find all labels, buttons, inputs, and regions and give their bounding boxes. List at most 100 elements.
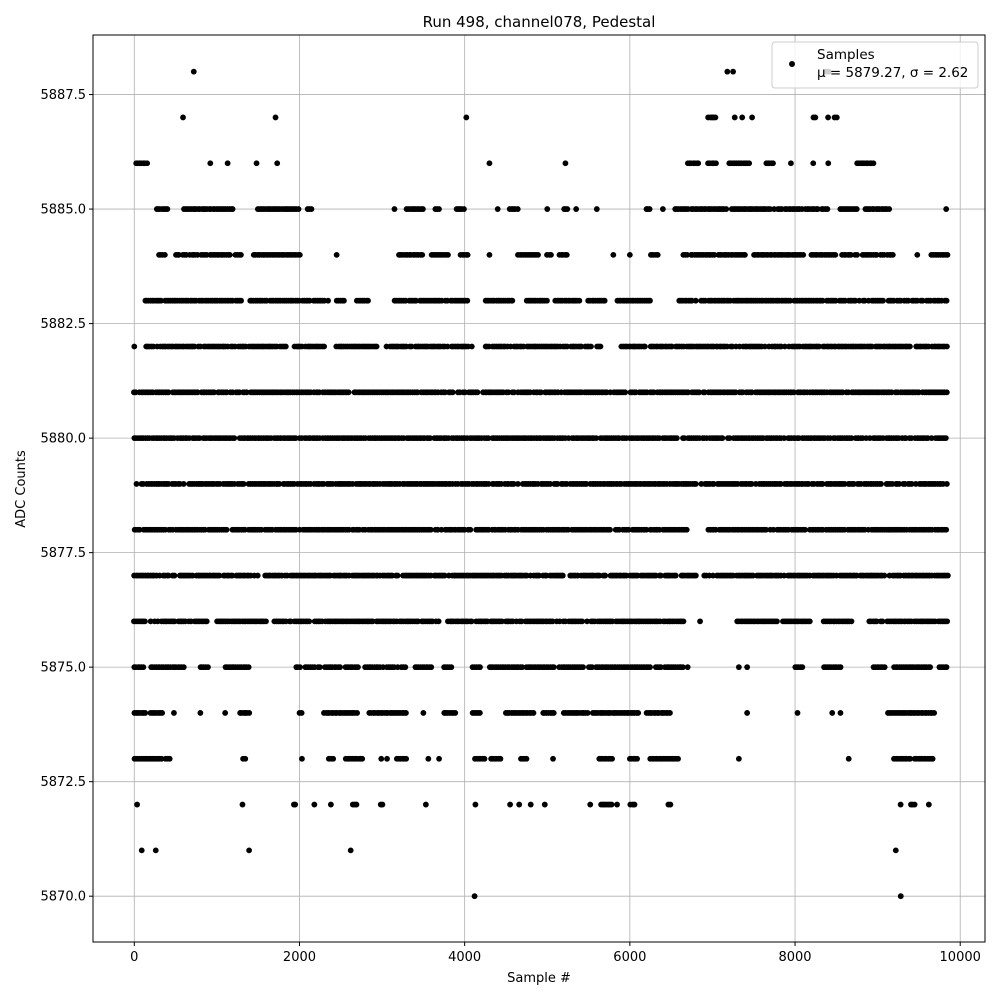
- data-point: [419, 251, 426, 258]
- data-point: [468, 343, 475, 350]
- data-point: [848, 435, 855, 442]
- x-tick-label: 2000: [283, 950, 316, 965]
- data-point: [944, 251, 951, 258]
- data-point: [609, 755, 615, 762]
- data-point: [889, 251, 896, 258]
- x-axis-label: Sample #: [507, 971, 571, 986]
- data-point: [683, 526, 690, 533]
- data-point: [549, 618, 556, 625]
- data-point: [548, 251, 554, 258]
- data-point: [825, 160, 832, 167]
- data-point: [276, 481, 283, 487]
- y-tick-label: 5885.0: [41, 203, 87, 218]
- data-point: [299, 755, 305, 762]
- data-point: [180, 664, 187, 671]
- data-point: [476, 710, 483, 716]
- data-point: [246, 847, 253, 854]
- x-tick-label: 10000: [940, 950, 981, 965]
- data-point: [378, 755, 385, 762]
- data-point: [519, 664, 526, 671]
- data-point: [635, 710, 642, 716]
- data-point: [238, 297, 244, 304]
- data-point: [207, 160, 214, 167]
- data-point: [142, 618, 148, 625]
- data-point: [152, 847, 159, 854]
- data-point: [896, 481, 903, 487]
- data-point: [171, 572, 178, 579]
- data-point: [563, 251, 570, 258]
- data-point: [576, 297, 583, 304]
- data-point: [837, 710, 844, 716]
- data-point: [497, 755, 504, 762]
- data-point: [711, 251, 718, 258]
- data-point: [825, 114, 831, 121]
- data-point: [471, 893, 478, 900]
- data-point: [692, 572, 699, 579]
- data-point: [509, 297, 516, 304]
- data-point: [587, 801, 594, 808]
- data-point: [436, 206, 442, 212]
- data-point: [468, 618, 475, 625]
- data-point: [354, 710, 360, 716]
- data-point: [777, 481, 784, 487]
- data-point: [544, 297, 550, 304]
- data-point: [355, 664, 361, 671]
- data-point: [216, 572, 223, 579]
- data-point: [384, 755, 390, 762]
- data-point: [697, 618, 703, 625]
- legend-stats-label: μ = 5879.27, σ = 2.62: [817, 65, 968, 81]
- data-point: [814, 206, 821, 212]
- data-point: [505, 389, 512, 396]
- data-point: [308, 206, 315, 212]
- data-point: [316, 664, 323, 671]
- data-point: [712, 114, 719, 121]
- data-point: [943, 526, 950, 533]
- data-point: [403, 710, 409, 716]
- data-point: [744, 664, 751, 671]
- data-point: [538, 389, 544, 396]
- data-point: [171, 710, 177, 716]
- data-point: [943, 389, 950, 396]
- data-point: [634, 755, 640, 762]
- data-point: [564, 206, 571, 212]
- data-point: [516, 801, 523, 808]
- data-point: [680, 618, 687, 625]
- data-point: [485, 435, 492, 442]
- data-point: [810, 160, 817, 167]
- data-point: [144, 160, 151, 167]
- data-point: [886, 206, 893, 212]
- data-point: [746, 160, 753, 167]
- data-point: [731, 114, 738, 121]
- data-point: [158, 297, 164, 304]
- data-point: [781, 435, 788, 442]
- data-point: [530, 710, 537, 716]
- data-point: [735, 755, 742, 762]
- data-point: [767, 206, 773, 212]
- data-point: [253, 160, 260, 167]
- data-point: [231, 435, 238, 442]
- data-point: [672, 572, 679, 579]
- data-point: [550, 755, 556, 762]
- data-point: [593, 206, 600, 212]
- data-point: [944, 343, 950, 350]
- data-point: [907, 755, 914, 762]
- data-point: [353, 801, 360, 808]
- data-point: [238, 251, 244, 258]
- data-point: [739, 114, 746, 121]
- data-point: [927, 664, 934, 671]
- data-point: [695, 160, 702, 167]
- data-point: [486, 160, 493, 167]
- data-point: [626, 251, 633, 258]
- data-point: [142, 710, 149, 716]
- data-point: [816, 343, 823, 350]
- data-point: [719, 435, 726, 442]
- data-point: [799, 664, 806, 671]
- data-point: [427, 526, 434, 533]
- data-point: [461, 206, 467, 212]
- data-point: [527, 801, 534, 808]
- data-point: [787, 297, 794, 304]
- data-point: [330, 755, 337, 762]
- data-point: [428, 664, 435, 671]
- data-point: [134, 801, 141, 808]
- x-axis-ticks: 0 2000 4000 6000 8000 10000: [130, 942, 981, 965]
